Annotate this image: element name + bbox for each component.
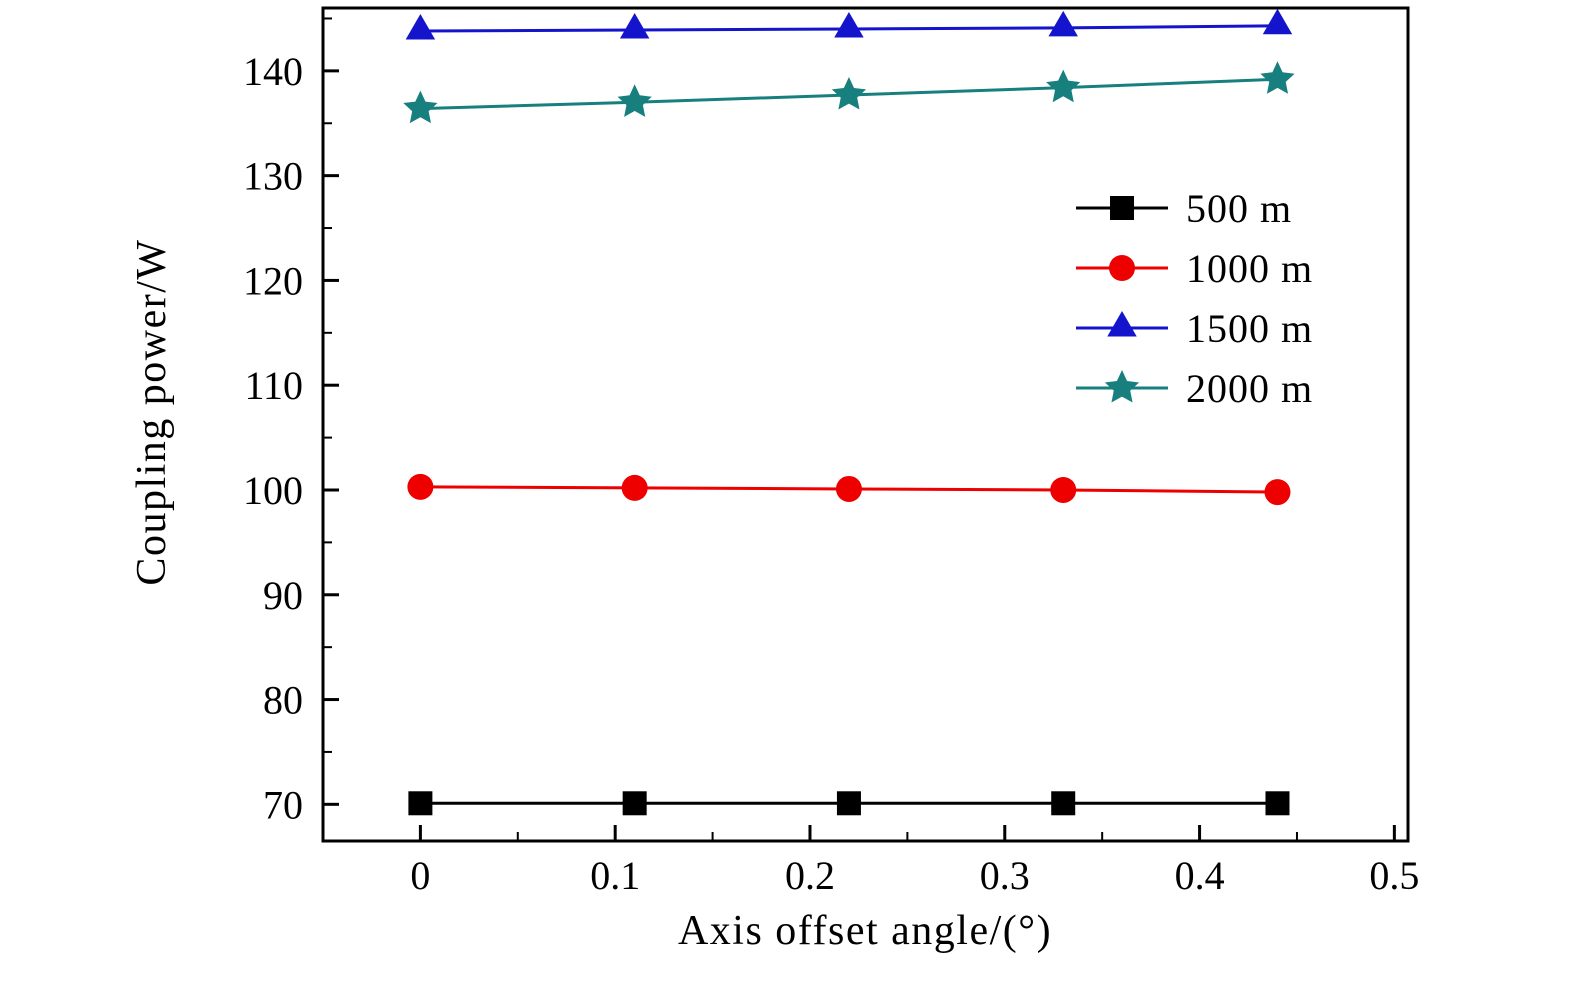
square-marker-icon [1051,791,1076,816]
x-tick-label: 0.5 [1369,853,1419,898]
square-marker-icon [836,791,861,816]
legend-item: 2000 m [1072,358,1313,418]
square-marker-icon [1110,196,1134,220]
star-marker-icon [617,84,652,117]
legend-item: 500 m [1072,178,1313,238]
star-marker-icon [1104,370,1140,403]
triangle-marker-icon [1048,10,1078,37]
legend-item: 1500 m [1072,298,1313,358]
x-tick-label: 0 [410,853,430,898]
y-tick-label: 80 [263,678,303,723]
star-marker-icon [1046,69,1081,103]
y-tick-label: 110 [244,363,303,408]
y-tick-label: 90 [263,573,303,618]
legend-label: 500 m [1186,185,1293,231]
y-tick-label: 130 [243,154,303,199]
triangle-marker-icon [405,14,436,40]
x-tick-label: 0.3 [980,853,1030,898]
legend: 500 m 1000 m 1500 m 2000 m [1072,178,1313,418]
square-marker-icon [1265,791,1290,816]
x-tick-label: 0.2 [785,853,835,898]
square-marker-icon [408,791,433,816]
triangle-marker-icon [619,13,650,39]
y-tick-label: 120 [243,258,303,303]
y-axis-title: Coupling power/W [129,238,175,586]
x-tick-label: 0.4 [1175,853,1225,898]
legend-marker [1076,255,1168,281]
triangle-marker-icon [834,11,864,38]
circle-marker-icon [835,475,862,502]
legend-marker [1076,196,1168,220]
x-tick-label: 0.1 [590,853,640,898]
legend-marker [1076,311,1168,337]
circle-marker-icon [1050,476,1077,503]
square-marker-icon [622,791,647,816]
legend-marker [1076,370,1168,403]
plot-frame [321,6,1410,843]
star-marker-icon [1260,61,1295,94]
star-marker-icon [403,90,438,124]
triangle-marker-icon [1262,8,1293,35]
circle-marker-icon [621,474,648,501]
legend-label: 1500 m [1186,305,1314,351]
y-tick-label: 100 [243,468,303,513]
circle-marker-icon [1264,479,1291,506]
circle-marker-icon [407,473,434,500]
triangle-marker-icon [1107,311,1137,337]
star-marker-icon [831,76,867,110]
y-tick-label: 70 [263,782,303,827]
legend-label: 2000 m [1186,365,1314,411]
legend-label: 1000 m [1186,245,1314,291]
x-axis-title: Axis offset angle/(°) [677,908,1053,954]
circle-marker-icon [1109,255,1135,281]
legend-item: 1000 m [1072,238,1313,298]
y-tick-label: 140 [243,49,303,94]
